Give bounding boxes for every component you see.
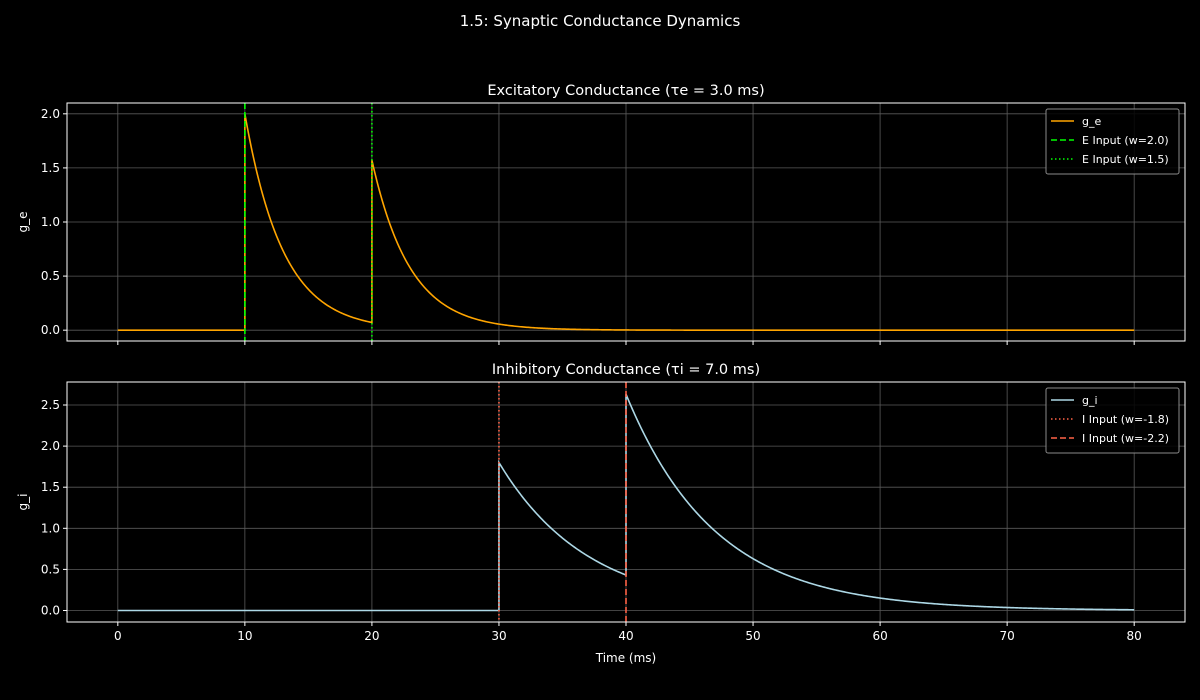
plot-area xyxy=(117,382,1135,622)
x-tick-label: 50 xyxy=(745,629,760,643)
y-axis-label: g_i xyxy=(16,494,30,511)
legend-entry: g_e xyxy=(1082,115,1101,128)
y-tick-label: 0.5 xyxy=(41,562,60,576)
y-axis-label: g_e xyxy=(16,212,30,233)
plot-area xyxy=(117,103,1135,341)
y-tick-label: 0.5 xyxy=(41,269,60,283)
legend-entry: E Input (w=2.0) xyxy=(1082,134,1169,147)
chart-title: Inhibitory Conductance (τi = 7.0 ms) xyxy=(492,362,760,378)
y-tick-label: 0.0 xyxy=(41,603,60,617)
y-tick-label: 1.5 xyxy=(41,480,60,494)
legend: g_e E Input (w=2.0) E Input (w=1.5) xyxy=(1045,108,1180,175)
legend-entry: I Input (w=-1.8) xyxy=(1082,413,1169,426)
y-tick-label: 2.5 xyxy=(41,398,60,412)
y-tick-label: 1.5 xyxy=(41,161,60,175)
x-tick-label: 10 xyxy=(237,629,252,643)
legend-box xyxy=(1045,387,1180,454)
series-line-g-e xyxy=(117,113,1135,331)
legend-entry: E Input (w=1.5) xyxy=(1082,153,1169,166)
x-axis-label: Time (ms) xyxy=(595,651,657,665)
x-tick-label: 30 xyxy=(491,629,506,643)
chart-panel-2: 0 10 20 30 40 50 60 70 80 0.0 0.5 1.0 1.5 2.0 2.5 Inhib… xyxy=(16,362,1186,665)
y-tick-label: 0.0 xyxy=(41,323,60,337)
legend-entry: I Input (w=-2.2) xyxy=(1082,432,1169,445)
y-tick-label: 2.0 xyxy=(41,439,60,453)
figure-suptitle: 1.5: Synaptic Conductance Dynamics xyxy=(460,12,741,30)
x-tick-label: 0 xyxy=(114,629,122,643)
x-tick-label: 40 xyxy=(618,629,633,643)
legend-entry: g_i xyxy=(1082,394,1098,407)
chart-panel-1: 0.0 0.5 1.0 1.5 2.0 Excitatory Conductance (τ… xyxy=(16,83,1186,345)
y-tick-label: 2.0 xyxy=(41,107,60,121)
chart-title: Excitatory Conductance (τe = 3.0 ms) xyxy=(487,83,764,99)
y-tick-label: 1.0 xyxy=(41,521,60,535)
legend: g_i I Input (w=-1.8) I Input (w=-2.2) xyxy=(1045,387,1180,454)
legend-box xyxy=(1045,108,1180,175)
axes-frame xyxy=(66,381,1186,623)
y-tick-label: 1.0 xyxy=(41,215,60,229)
axes-frame xyxy=(66,102,1186,342)
x-tick-label: 60 xyxy=(872,629,887,643)
x-tick-label: 80 xyxy=(1127,629,1142,643)
x-tick-label: 20 xyxy=(364,629,379,643)
x-tick-label: 70 xyxy=(999,629,1014,643)
